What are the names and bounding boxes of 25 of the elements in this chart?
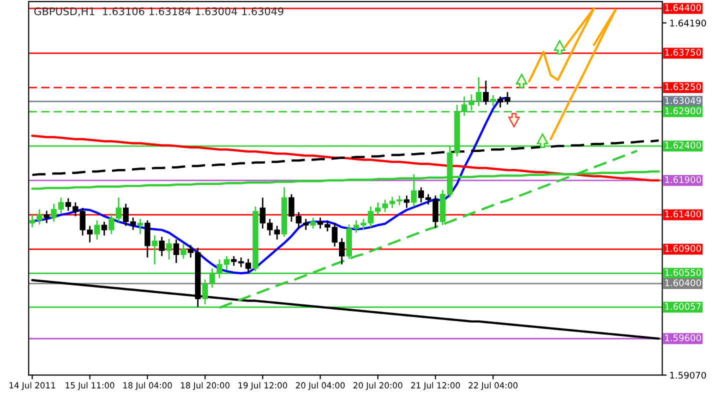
x-tick-label: 18 Jul 20:00 — [180, 382, 230, 390]
x-tick-label: 19 Jul 12:00 — [238, 382, 288, 390]
chart-title: GBPUSD,H1 1.63106 1.63184 1.63004 1.63049 — [34, 7, 284, 16]
ref-line-label: 1.61900 — [665, 176, 701, 184]
ref-line-label: 1.60900 — [665, 245, 701, 252]
ref-line-label: 1.64400 — [665, 4, 701, 12]
x-tick-label: 22 Jul 04:00 — [468, 382, 518, 390]
x-tick-label: 14 Jul 2011 — [10, 382, 56, 390]
ref-line-label: 1.60057 — [665, 302, 701, 310]
ref-line-label: 1.60550 — [665, 269, 701, 276]
x-tick-label: 15 Jul 11:00 — [66, 382, 114, 390]
y-tick-label: 1.64190 — [670, 20, 706, 26]
x-tick-label: 18 Jul 04:00 — [123, 382, 172, 390]
ref-line-label: 1.61400 — [665, 210, 701, 218]
y-tick-label: 1.59070 — [670, 372, 706, 379]
ref-line-label: 1.63250 — [665, 83, 701, 90]
ref-line-label: 1.60400 — [665, 279, 701, 286]
x-tick-label: 20 Jul 04:00 — [296, 382, 345, 390]
ref-line-label: 1.63750 — [665, 48, 701, 56]
x-tick-label: 21 Jul 12:00 — [411, 382, 460, 390]
ref-line-label: 1.59600 — [665, 334, 701, 342]
ref-line-label: 1.62400 — [665, 142, 701, 149]
x-tick-label: 20 Jul 20:00 — [354, 382, 402, 390]
ref-line-label: 1.63049 — [665, 97, 701, 104]
ref-line-label: 1.62900 — [665, 107, 701, 114]
